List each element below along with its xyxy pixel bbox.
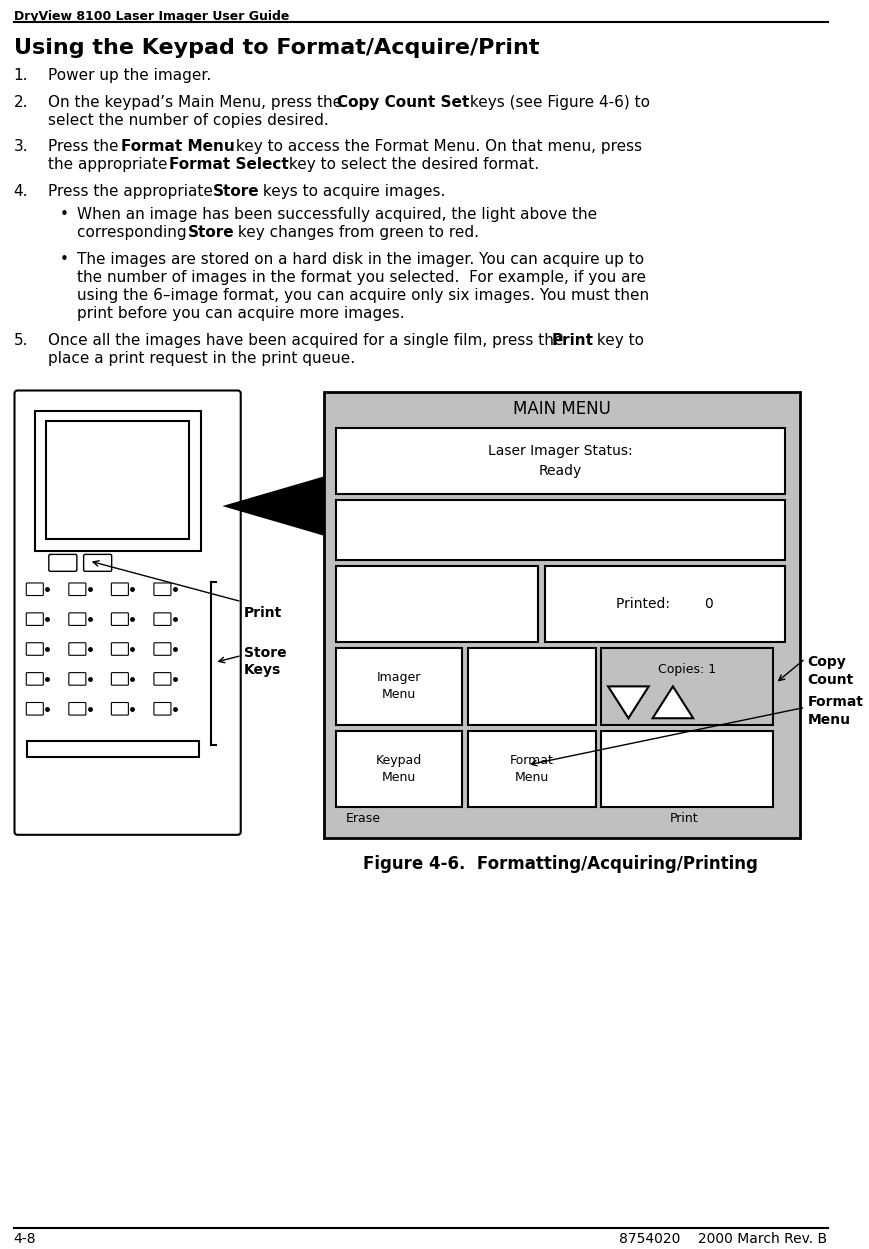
Text: Printed:        0: Printed: 0 [615,597,713,611]
FancyBboxPatch shape [154,702,170,716]
Bar [336,731,461,807]
FancyBboxPatch shape [69,702,86,716]
Bar [468,647,595,726]
Text: print before you can acquire more images.: print before you can acquire more images… [77,306,404,321]
Text: keys (see Figure 4-6) to: keys (see Figure 4-6) to [465,95,649,110]
Text: Using the Keypad to Format/Acquire/Print: Using the Keypad to Format/Acquire/Print [14,37,539,57]
Text: MAIN MENU: MAIN MENU [512,401,610,418]
Text: Power up the imager.: Power up the imager. [49,67,211,82]
Text: key to: key to [591,332,643,347]
Polygon shape [652,687,693,718]
Text: Copy Count Set: Copy Count Set [337,95,469,110]
Bar [27,741,199,757]
Text: Keypad
Menu: Keypad Menu [375,754,422,784]
Text: 1.: 1. [14,67,28,82]
Text: On the keypad’s Main Menu, press the: On the keypad’s Main Menu, press the [49,95,347,110]
FancyBboxPatch shape [111,702,129,716]
FancyBboxPatch shape [154,583,170,596]
Text: Store: Store [212,185,259,200]
Text: Copies: 1: Copies: 1 [658,663,716,677]
Text: the number of images in the format you selected.  For example, if you are: the number of images in the format you s… [77,270,646,285]
Bar [336,647,461,726]
Text: 3.: 3. [14,140,28,155]
Polygon shape [222,476,324,536]
Text: using the 6–image format, you can acquire only six images. You must then: using the 6–image format, you can acquir… [77,289,649,304]
Text: Store
Keys: Store Keys [243,646,286,677]
FancyBboxPatch shape [26,643,43,656]
Text: Print: Print [551,332,593,347]
Text: Press the: Press the [49,140,123,155]
Text: 4.: 4. [14,185,28,200]
FancyBboxPatch shape [26,673,43,686]
Text: Print: Print [243,606,282,620]
FancyBboxPatch shape [111,613,129,626]
Text: select the number of copies desired.: select the number of copies desired. [49,112,328,127]
FancyBboxPatch shape [69,643,86,656]
FancyBboxPatch shape [69,613,86,626]
Bar [545,566,784,642]
FancyBboxPatch shape [111,673,129,686]
Text: corresponding: corresponding [77,225,192,240]
Text: Once all the images have been acquired for a single film, press the: Once all the images have been acquired f… [49,332,568,347]
Bar [600,731,773,807]
Text: 4-8: 4-8 [14,1233,36,1247]
Text: The images are stored on a hard disk in the imager. You can acquire up to: The images are stored on a hard disk in … [77,252,644,267]
FancyBboxPatch shape [69,673,86,686]
Text: Format
Menu: Format Menu [509,754,553,784]
Text: key to select the desired format.: key to select the desired format. [284,157,539,172]
FancyBboxPatch shape [154,673,170,686]
Text: 8754020    2000 March Rev. B: 8754020 2000 March Rev. B [619,1233,826,1247]
Text: Format
Menu: Format Menu [806,696,862,727]
FancyBboxPatch shape [26,702,43,716]
Text: •: • [60,252,69,267]
FancyBboxPatch shape [111,643,129,656]
Text: When an image has been successfully acquired, the light above the: When an image has been successfully acqu… [77,207,597,222]
Text: the appropriate: the appropriate [49,157,173,172]
Bar [323,391,799,838]
Bar [468,731,595,807]
FancyBboxPatch shape [49,555,76,571]
FancyBboxPatch shape [83,555,111,571]
Bar [336,500,784,560]
Polygon shape [607,687,648,718]
Text: Figure 4-6.  Formatting/Acquiring/Printing: Figure 4-6. Formatting/Acquiring/Printin… [363,854,757,873]
FancyBboxPatch shape [69,583,86,596]
Text: key to access the Format Menu. On that menu, press: key to access the Format Menu. On that m… [231,140,641,155]
Text: 5.: 5. [14,332,28,347]
Bar [336,428,784,495]
Bar [46,421,189,538]
FancyBboxPatch shape [26,613,43,626]
Text: Format Select: Format Select [169,157,288,172]
FancyBboxPatch shape [26,583,43,596]
FancyBboxPatch shape [15,391,241,834]
Text: Press the appropriate: Press the appropriate [49,185,218,200]
Text: DryView 8100 Laser Imager User Guide: DryView 8100 Laser Imager User Guide [14,10,289,22]
Text: •: • [60,207,69,222]
FancyBboxPatch shape [154,643,170,656]
Bar [600,647,773,726]
Bar [336,566,537,642]
Text: key changes from green to red.: key changes from green to red. [233,225,479,240]
Text: Copy
Count: Copy Count [806,656,852,687]
Text: Print: Print [669,812,698,824]
Text: Erase: Erase [346,812,381,824]
Text: Laser Imager Status:
Ready: Laser Imager Status: Ready [488,445,633,478]
FancyBboxPatch shape [154,613,170,626]
Text: Imager
Menu: Imager Menu [376,672,421,702]
FancyBboxPatch shape [111,583,129,596]
Bar [35,411,201,551]
Text: keys to acquire images.: keys to acquire images. [257,185,444,200]
Text: place a print request in the print queue.: place a print request in the print queue… [49,351,355,366]
Text: 2.: 2. [14,95,28,110]
Text: Format Menu: Format Menu [121,140,235,155]
Text: Store: Store [188,225,235,240]
